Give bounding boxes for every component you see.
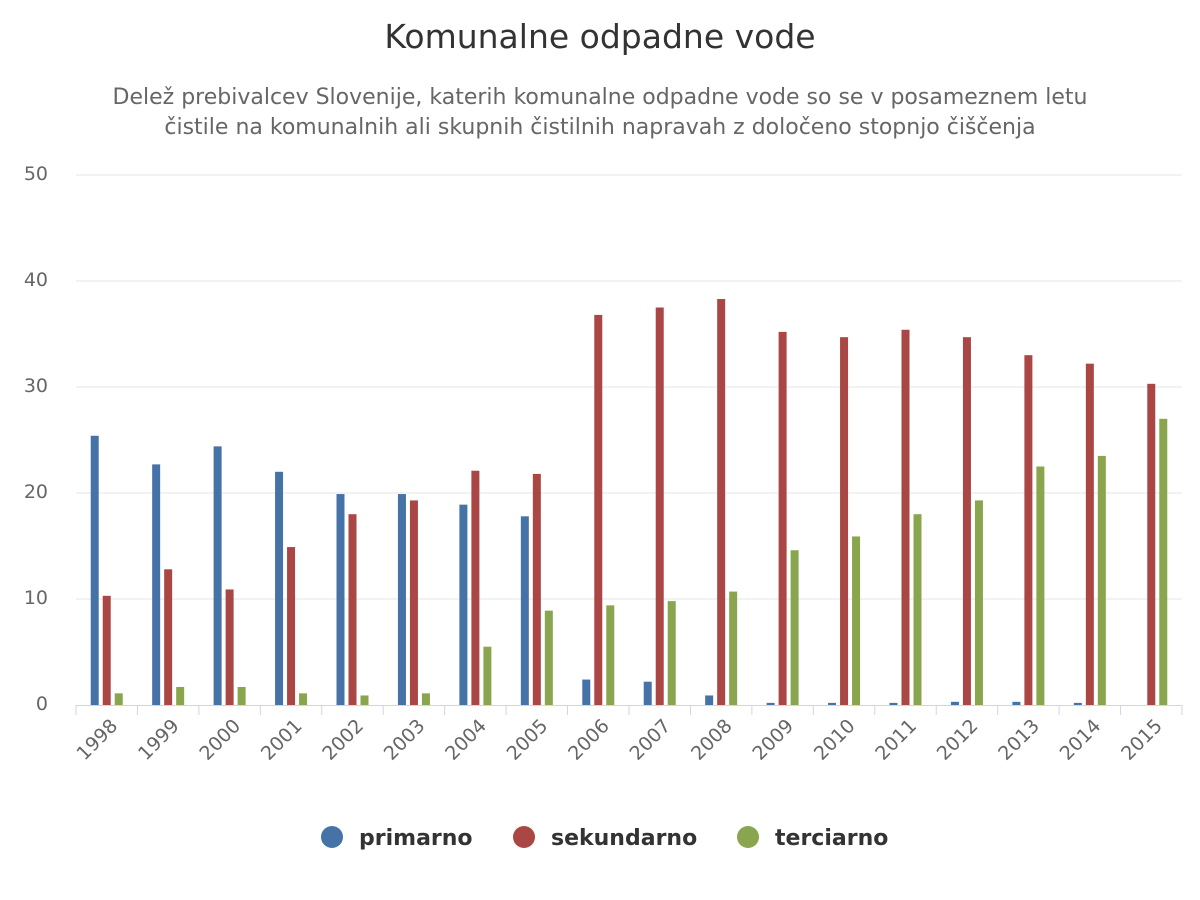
bar-terciarno-1998[interactable] — [114, 693, 123, 705]
x-tick-label: 2000 — [195, 715, 245, 765]
x-tick-label: 2008 — [687, 715, 737, 765]
legend-item-terciarno[interactable]: terciarno — [737, 826, 888, 851]
bar-terciarno-2009[interactable] — [790, 550, 799, 705]
legend-marker-sekundarno — [513, 826, 535, 848]
legend-marker-terciarno — [737, 826, 759, 848]
legend-item-primarno[interactable]: primarno — [321, 826, 473, 851]
bar-terciarno-2007[interactable] — [667, 601, 676, 705]
bar-primarno-2009[interactable] — [766, 702, 775, 705]
bar-terciarno-2006[interactable] — [606, 605, 615, 705]
legend-marker-primarno — [321, 826, 343, 848]
gridlines: 0 10 20 30 40 50 — [24, 163, 1182, 715]
bar-sekundarno-2012[interactable] — [962, 337, 971, 705]
y-tick-label: 30 — [24, 375, 48, 397]
bar-terciarno-1999[interactable] — [176, 686, 185, 705]
bar-terciarno-2011[interactable] — [913, 514, 922, 705]
x-tick-label: 2001 — [257, 715, 307, 765]
legend-item-sekundarno[interactable]: sekundarno — [513, 826, 697, 851]
x-tick-label: 1999 — [134, 715, 184, 765]
y-tick-label: 50 — [24, 163, 48, 185]
bar-primarno-2011[interactable] — [889, 702, 898, 705]
bar-terciarno-2005[interactable] — [544, 610, 553, 705]
bar-primarno-2002[interactable] — [336, 494, 345, 705]
bar-sekundarno-2014[interactable] — [1085, 363, 1094, 705]
bar-terciarno-2004[interactable] — [483, 646, 492, 705]
bars — [90, 299, 1168, 706]
bar-terciarno-2015[interactable] — [1159, 418, 1168, 705]
bar-sekundarno-2013[interactable] — [1024, 355, 1033, 705]
legend[interactable]: primarno sekundarno terciarno — [321, 826, 888, 851]
bar-sekundarno-1999[interactable] — [164, 569, 173, 705]
bar-terciarno-2013[interactable] — [1036, 466, 1045, 706]
bar-sekundarno-2007[interactable] — [655, 307, 664, 706]
bar-terciarno-2003[interactable] — [421, 693, 430, 705]
x-axis: 1998 1999 2000 2001 2002 2003 2004 2005 2006 2007… — [73, 705, 1183, 765]
bar-terciarno-2014[interactable] — [1097, 455, 1106, 705]
y-tick-label: 40 — [24, 269, 48, 291]
bar-primarno-2012[interactable] — [950, 701, 959, 705]
x-tick-label: 2004 — [441, 715, 491, 765]
x-tick-label: 2006 — [564, 715, 614, 765]
bar-sekundarno-1998[interactable] — [102, 595, 111, 705]
x-tick-label: 2003 — [380, 715, 430, 765]
x-tick-label: 2010 — [810, 715, 860, 765]
x-tick-label: 2005 — [503, 715, 553, 765]
x-tick-label: 2011 — [871, 715, 921, 765]
y-tick-label: 20 — [24, 481, 48, 503]
bar-sekundarno-2006[interactable] — [594, 314, 603, 705]
bar-primarno-2004[interactable] — [459, 504, 468, 705]
bar-primarno-2013[interactable] — [1012, 701, 1021, 705]
bar-sekundarno-2002[interactable] — [348, 514, 357, 705]
bar-primarno-2007[interactable] — [643, 681, 652, 705]
bar-primarno-2005[interactable] — [520, 516, 529, 705]
bar-primarno-2010[interactable] — [828, 702, 837, 705]
bar-primarno-2003[interactable] — [397, 494, 406, 705]
chart-subtitle-line-1: Delež prebivalcev Slovenije, katerih kom… — [113, 85, 1088, 110]
chart-title: Komunalne odpadne vode — [384, 17, 815, 56]
bar-sekundarno-2011[interactable] — [901, 329, 910, 705]
bar-sekundarno-2009[interactable] — [778, 331, 787, 705]
x-tick-label: 2002 — [318, 715, 368, 765]
y-tick-label: 0 — [36, 693, 48, 715]
bar-sekundarno-2004[interactable] — [471, 470, 480, 705]
bar-terciarno-2010[interactable] — [852, 536, 861, 705]
bar-primarno-2008[interactable] — [705, 695, 714, 705]
x-tick-label: 2015 — [1117, 715, 1167, 765]
bar-sekundarno-2000[interactable] — [225, 589, 234, 705]
bar-sekundarno-2015[interactable] — [1147, 383, 1156, 705]
y-tick-label: 10 — [24, 587, 48, 609]
bar-primarno-2014[interactable] — [1073, 702, 1082, 705]
bar-primarno-2001[interactable] — [275, 471, 284, 705]
x-tick-label: 2012 — [933, 715, 983, 765]
legend-label-terciarno: terciarno — [775, 826, 888, 851]
x-tick-label: 2009 — [748, 715, 798, 765]
chart-subtitle-line-2: čistile na komunalnih ali skupnih čistil… — [164, 115, 1035, 140]
x-tick-label: 1998 — [73, 715, 123, 765]
bar-terciarno-2012[interactable] — [974, 500, 983, 705]
bar-sekundarno-2008[interactable] — [717, 299, 726, 705]
bar-primarno-1999[interactable] — [152, 464, 161, 705]
bar-terciarno-2001[interactable] — [299, 693, 308, 705]
bar-sekundarno-2010[interactable] — [840, 337, 849, 705]
bar-terciarno-2008[interactable] — [729, 591, 738, 705]
bar-sekundarno-2001[interactable] — [287, 547, 296, 705]
bar-primarno-1998[interactable] — [90, 435, 99, 705]
legend-label-primarno: primarno — [359, 826, 473, 851]
bar-sekundarno-2005[interactable] — [532, 473, 541, 705]
bar-primarno-2000[interactable] — [213, 446, 222, 705]
bar-terciarno-2002[interactable] — [360, 695, 369, 705]
legend-label-sekundarno: sekundarno — [551, 826, 697, 851]
x-tick-label: 2007 — [626, 715, 676, 765]
x-tick-label: 2013 — [994, 715, 1044, 765]
x-tick-label: 2014 — [1056, 715, 1106, 765]
bar-primarno-2006[interactable] — [582, 679, 591, 705]
bar-terciarno-2000[interactable] — [237, 686, 246, 705]
bar-sekundarno-2003[interactable] — [409, 500, 418, 705]
